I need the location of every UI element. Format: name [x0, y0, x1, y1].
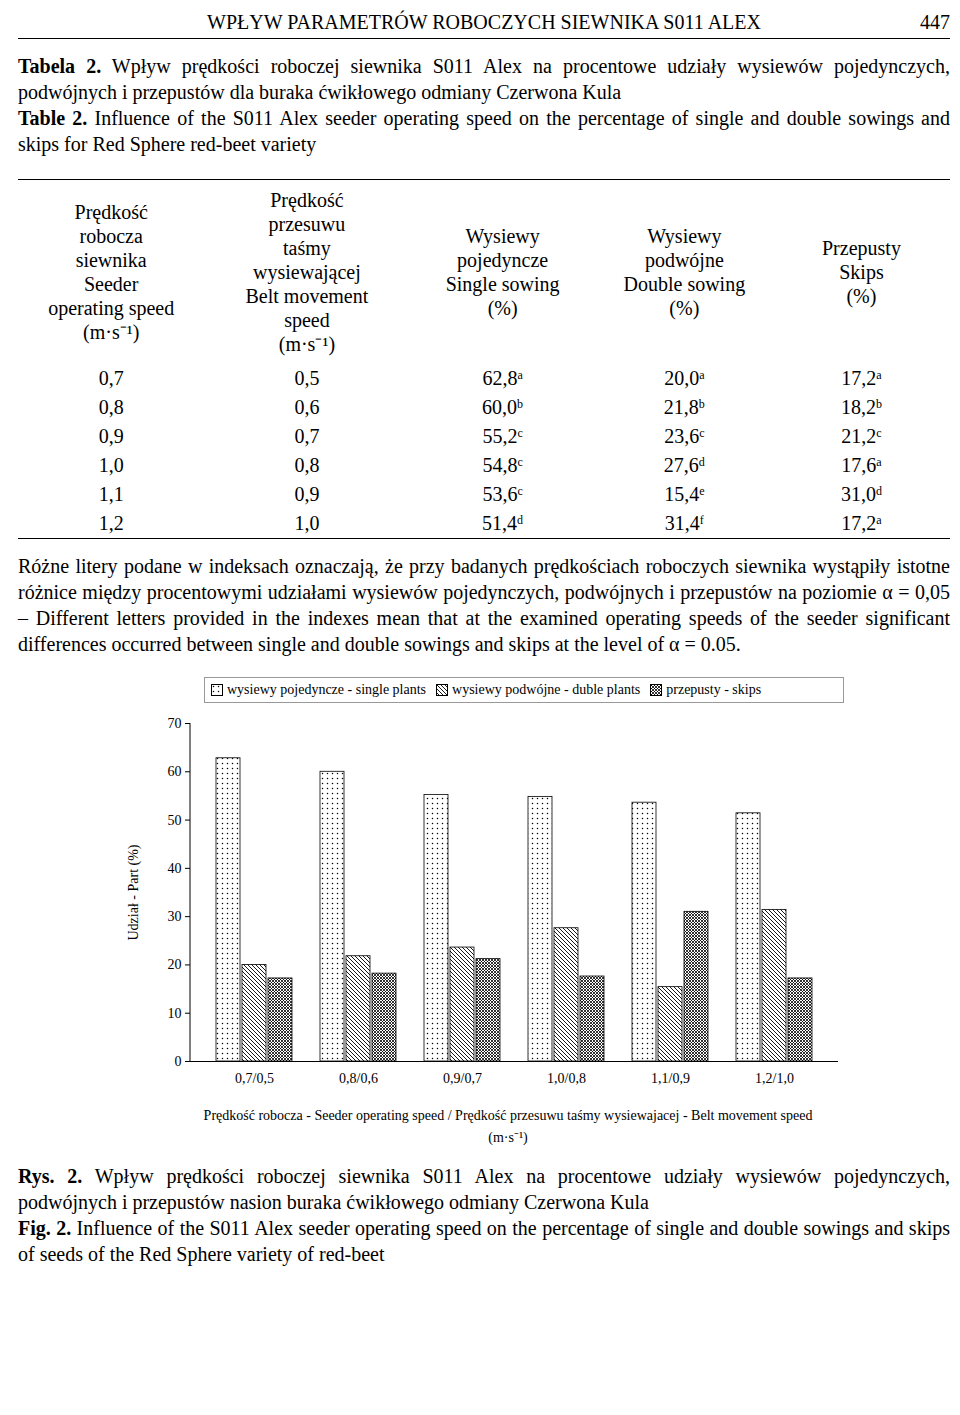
html-text:60,0b: 60,0b — [482, 396, 524, 418]
svg-text:1,2/1,0: 1,2/1,0 — [755, 1071, 794, 1086]
html-text:Rys. 2. Wpływ prędkości robocz: Rys. 2. Wpływ prędkości roboczej siewnik… — [18, 1165, 950, 1213]
html-text:Prędkość robocza - Seeder oper: Prędkość robocza - Seeder operating spee… — [203, 1108, 813, 1145]
html-text:1,0: 1,0 — [98, 454, 124, 476]
html-text:17,2a: 17,2a — [841, 512, 882, 534]
html-text:Skips: Skips — [839, 261, 884, 283]
html-text:62,8a: 62,8a — [482, 367, 523, 389]
html-text:1,1: 1,1 — [98, 483, 124, 505]
svg-text:20: 20 — [168, 957, 182, 972]
html-text:Wysiewy: Wysiewy — [647, 225, 722, 247]
html-text:podwójne: podwójne — [644, 249, 724, 271]
html-text:0,9: 0,9 — [294, 483, 320, 505]
svg-text:0: 0 — [175, 1054, 182, 1069]
html-text:21,2c: 21,2c — [841, 425, 882, 447]
html-text:0,8: 0,8 — [98, 396, 124, 418]
html-text:wysiewającej: wysiewającej — [253, 261, 361, 283]
svg-text:0,9/0,7: 0,9/0,7 — [443, 1071, 482, 1086]
html-text:1,2: 1,2 — [98, 512, 124, 534]
html-text:0,7: 0,7 — [98, 367, 124, 389]
svg-text:50: 50 — [168, 813, 182, 828]
html-text:54,8c: 54,8c — [482, 454, 523, 476]
html-text:0,6: 0,6 — [294, 396, 320, 418]
svg-text:60: 60 — [168, 764, 182, 779]
html-text:speed: speed — [284, 309, 330, 331]
html-text:17,6a: 17,6a — [841, 454, 882, 476]
html-text:Prędkość: Prędkość — [74, 201, 148, 223]
html-text:przepusty - skips: przepusty - skips — [666, 682, 762, 697]
html-text:0,8: 0,8 — [294, 454, 320, 476]
html-text:Double sowing: Double sowing — [623, 273, 746, 295]
html-text:Różne litery podane w indeksac: Różne litery podane w indeksach oznaczaj… — [18, 555, 950, 655]
html-text:17,2a: 17,2a — [841, 367, 882, 389]
html-text:51,4d: 51,4d — [482, 512, 524, 534]
svg-text:10: 10 — [168, 1006, 182, 1021]
svg-text:0,8/0,6: 0,8/0,6 — [339, 1071, 378, 1086]
html-text:27,6d: 27,6d — [663, 454, 705, 476]
html-text:(m·s⁻¹): (m·s⁻¹) — [83, 321, 140, 343]
html-text:0,5: 0,5 — [294, 367, 320, 389]
html-text:23,6c: 23,6c — [664, 425, 705, 447]
html-text:447: 447 — [920, 11, 950, 33]
html-text:WPŁYW PARAMETRÓW ROBOCZYCH SIE: WPŁYW PARAMETRÓW ROBOCZYCH SIEWNIKA S011… — [207, 11, 761, 33]
html-text:pojedyncze: pojedyncze — [457, 249, 549, 271]
html-text:Fig. 2. Influence of the S011: Fig. 2. Influence of the S011 Alex seede… — [18, 1217, 950, 1265]
html-text:Wysiewy: Wysiewy — [465, 225, 540, 247]
html-text:15,4e: 15,4e — [664, 483, 705, 505]
html-text:31,0d: 31,0d — [840, 483, 882, 505]
html-text:20,0a: 20,0a — [664, 367, 705, 389]
svg-text:40: 40 — [168, 861, 182, 876]
html-text:0,9: 0,9 — [98, 425, 124, 447]
html-text:21,8b: 21,8b — [663, 396, 705, 418]
html-text:taśmy: taśmy — [283, 237, 331, 259]
html-text:0,7: 0,7 — [294, 425, 320, 447]
html-text:wysiewy podwójne - duble plant: wysiewy podwójne - duble plants — [452, 682, 641, 697]
html-text:Belt movement: Belt movement — [245, 285, 369, 307]
html-text:robocza: robocza — [79, 225, 143, 247]
html-text:Prędkość: Prędkość — [270, 189, 344, 211]
svg-text:1,0/0,8: 1,0/0,8 — [547, 1071, 586, 1086]
html-text:przesuwu: przesuwu — [268, 213, 346, 235]
html-text:operating speed: operating speed — [48, 297, 175, 319]
svg-text:30: 30 — [168, 909, 182, 924]
svg-text:0,7/0,5: 0,7/0,5 — [235, 1071, 274, 1086]
html-text:wysiewy pojedyncze - single pl: wysiewy pojedyncze - single plants — [227, 682, 427, 697]
html-text:(m·s⁻¹): (m·s⁻¹) — [278, 333, 336, 355]
html-text:31,4f: 31,4f — [664, 512, 704, 534]
svg-text:70: 70 — [168, 716, 182, 731]
svg-text:1,1/0,9: 1,1/0,9 — [651, 1071, 690, 1086]
html-text:53,6c: 53,6c — [482, 483, 523, 505]
html-text:siewnika: siewnika — [75, 249, 147, 271]
html-text:1,0: 1,0 — [294, 512, 320, 534]
html-text:18,2b: 18,2b — [840, 396, 882, 418]
html-text:Seeder: Seeder — [84, 273, 139, 295]
svg-text:Udział - Part (%): Udział - Part (%) — [126, 844, 142, 940]
html-text:Tabela 2. Wpływ prędkości robo: Tabela 2. Wpływ prędkości roboczej siewn… — [18, 55, 950, 103]
html-text:Single sowing: Single sowing — [445, 273, 560, 295]
html-text:Table 2. Influence of the S011: Table 2. Influence of the S011 Alex seed… — [18, 107, 950, 155]
html-text:Przepusty: Przepusty — [822, 237, 901, 259]
html-text:55,2c: 55,2c — [482, 425, 523, 447]
